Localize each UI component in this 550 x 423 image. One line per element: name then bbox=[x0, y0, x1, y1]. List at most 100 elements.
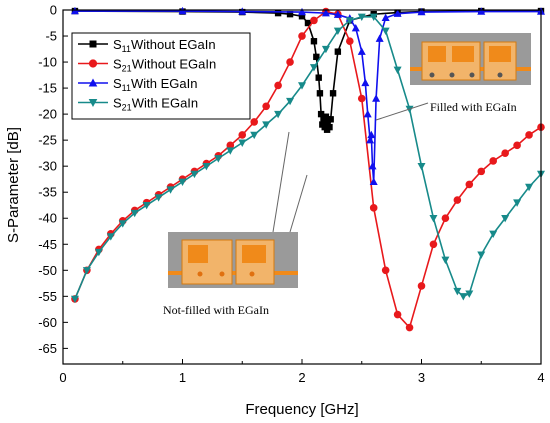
data-point bbox=[372, 94, 381, 102]
data-point bbox=[369, 204, 378, 212]
data-point bbox=[89, 40, 97, 48]
data-point bbox=[166, 186, 175, 194]
data-point bbox=[286, 97, 295, 106]
data-point bbox=[202, 162, 211, 171]
data-point bbox=[525, 131, 533, 139]
data-point bbox=[351, 24, 360, 32]
data-point bbox=[405, 323, 414, 332]
data-point bbox=[453, 287, 462, 296]
y-tick-label: 0 bbox=[50, 3, 57, 18]
data-point bbox=[106, 233, 115, 241]
annotation-arrow-not-filled-2 bbox=[289, 174, 308, 233]
annotation-filled: Filled with EGaIn bbox=[430, 100, 517, 114]
data-point bbox=[94, 248, 103, 257]
data-point bbox=[393, 9, 402, 17]
y-tick-label: -25 bbox=[38, 133, 57, 148]
series-line bbox=[74, 10, 542, 330]
data-point bbox=[465, 180, 474, 189]
data-point bbox=[375, 34, 384, 42]
data-point bbox=[298, 7, 306, 16]
y-tick-label: -55 bbox=[38, 289, 57, 304]
data-point bbox=[250, 118, 258, 126]
y-tick-label: -5 bbox=[45, 29, 57, 44]
legend-label: S11Without EGaIn bbox=[113, 37, 216, 54]
data-point bbox=[381, 27, 390, 36]
data-point bbox=[238, 7, 247, 15]
y-tick-label: -50 bbox=[38, 263, 57, 278]
data-point bbox=[525, 183, 534, 192]
data-point bbox=[368, 161, 377, 170]
x-axis-title: Frequency [GHz] bbox=[245, 401, 358, 418]
data-point bbox=[274, 81, 282, 90]
data-point bbox=[333, 10, 342, 18]
data-point bbox=[321, 8, 330, 17]
data-point bbox=[88, 99, 98, 107]
legend-entry: S11With EGaIn bbox=[78, 76, 197, 93]
data-point bbox=[262, 121, 271, 129]
data-point bbox=[309, 64, 318, 72]
data-point bbox=[489, 157, 498, 165]
y-tick-label: -35 bbox=[38, 185, 57, 200]
y-axis-title: S-Parameter [dB] bbox=[5, 127, 22, 243]
data-point bbox=[361, 78, 370, 87]
series-line bbox=[74, 10, 541, 182]
data-point bbox=[214, 155, 223, 163]
data-point bbox=[313, 53, 320, 61]
data-point bbox=[274, 110, 283, 119]
data-point bbox=[441, 256, 450, 265]
legend: S11Without EGaIn S21Without EGaIn S11With … bbox=[71, 32, 251, 120]
data-point bbox=[88, 59, 98, 68]
data-point bbox=[501, 149, 509, 157]
data-point bbox=[369, 177, 378, 185]
data-point bbox=[118, 220, 127, 228]
data-point bbox=[429, 240, 438, 249]
data-point bbox=[465, 290, 474, 298]
legend-box bbox=[71, 32, 251, 120]
tick-layer: 0 1 2 3 4 0 -5 -10 -15 -20 -25 -30 -35 -40 -45 -50 -55 -6… bbox=[38, 3, 544, 386]
y-tick-label: -65 bbox=[38, 341, 57, 356]
data-point bbox=[369, 13, 378, 21]
data-point bbox=[393, 310, 402, 319]
data-point bbox=[238, 131, 247, 139]
data-point bbox=[501, 215, 510, 223]
data-point bbox=[298, 82, 306, 90]
data-point bbox=[333, 27, 342, 36]
data-point bbox=[130, 209, 139, 218]
data-point bbox=[316, 90, 324, 97]
data-point bbox=[82, 267, 91, 275]
data-point bbox=[366, 135, 375, 144]
y-tick-label: -60 bbox=[38, 315, 57, 330]
data-point bbox=[459, 293, 468, 301]
data-point bbox=[329, 90, 337, 97]
series-layer bbox=[70, 6, 545, 332]
data-point bbox=[238, 139, 247, 147]
data-point bbox=[346, 37, 354, 46]
data-point bbox=[393, 66, 402, 75]
data-point bbox=[70, 295, 79, 304]
data-point bbox=[262, 102, 270, 111]
legend-entry: S21Without EGaIn bbox=[78, 57, 216, 74]
data-point bbox=[453, 196, 462, 204]
data-point bbox=[357, 13, 366, 21]
data-point bbox=[417, 282, 426, 290]
data-point bbox=[489, 230, 498, 239]
data-point bbox=[477, 7, 486, 15]
y-tick-label: -30 bbox=[38, 159, 57, 174]
data-point bbox=[441, 214, 450, 223]
data-point bbox=[327, 116, 334, 123]
data-point bbox=[477, 167, 486, 176]
x-tick-label: 2 bbox=[298, 370, 305, 385]
y-tick-label: -40 bbox=[38, 211, 57, 226]
data-point bbox=[298, 32, 306, 40]
data-point bbox=[142, 202, 151, 210]
data-point bbox=[357, 94, 366, 103]
data-point bbox=[178, 178, 187, 186]
data-point bbox=[381, 266, 390, 275]
data-point bbox=[513, 141, 521, 150]
inset-filled-diagram bbox=[410, 33, 531, 85]
legend-label: S21With EGaIn bbox=[113, 96, 198, 113]
legend-items: S11Without EGaIn S21Without EGaIn S11With … bbox=[78, 37, 216, 113]
legend-label: S21Without EGaIn bbox=[113, 57, 216, 74]
y-tick-label: -45 bbox=[38, 237, 57, 252]
